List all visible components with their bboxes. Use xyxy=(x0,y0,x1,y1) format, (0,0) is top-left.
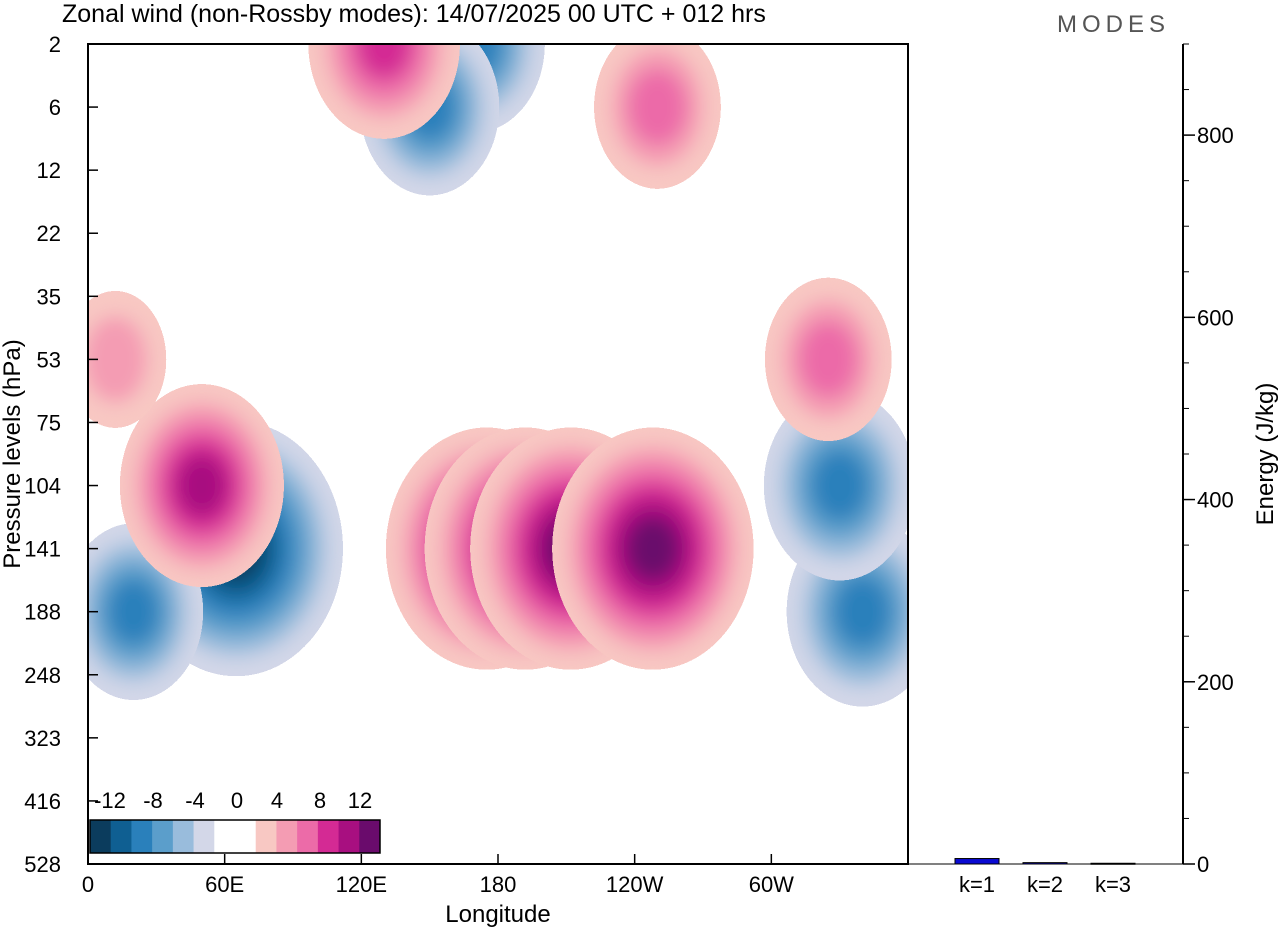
y-tick-label: 35 xyxy=(37,284,61,309)
x-tick-label: 60W xyxy=(749,872,794,897)
colorbar-swatch xyxy=(338,820,360,853)
colorbar-swatch xyxy=(214,820,236,853)
energy-tick-label: 600 xyxy=(1197,305,1234,330)
colorbar-label: -4 xyxy=(185,788,205,813)
brand-logo: MODES xyxy=(1057,11,1170,38)
westerly-anomaly xyxy=(310,44,458,138)
x-tick-label: 180 xyxy=(480,872,517,897)
colorbar-label: -12 xyxy=(94,788,126,813)
y-tick-label: 2 xyxy=(49,32,61,57)
energy-bar xyxy=(1090,862,1136,865)
colorbar-label: 12 xyxy=(348,788,372,813)
y-tick-label: 12 xyxy=(37,158,61,183)
y-axis: 2 6 12 22 35 53 75 104 141 188 248 323 416 528 xyxy=(24,32,98,877)
energy-bar xyxy=(954,858,1000,865)
heatmap-field xyxy=(88,44,908,705)
contour-band xyxy=(799,321,858,398)
energy-bar xyxy=(1022,862,1068,865)
colorbar-swatch xyxy=(90,820,112,853)
y-axis-title: Pressure levels (hPa) xyxy=(0,339,26,568)
energy-tick-label: 400 xyxy=(1197,488,1234,513)
colorbar-swatch xyxy=(297,820,319,853)
x-tick-label: 120W xyxy=(606,872,664,897)
heatmap-panel: 2 6 12 22 35 53 75 104 141 188 248 323 416 528 0 60E 12… xyxy=(0,32,909,928)
x-tick-label: 0 xyxy=(82,872,94,897)
contour-band xyxy=(177,454,227,517)
y-tick-label: 528 xyxy=(24,852,61,877)
colorbar: -12 -8 -4 0 4 8 12 xyxy=(89,788,381,854)
colorbar-label: 0 xyxy=(231,788,243,813)
contour-band xyxy=(834,576,891,647)
x-tick-label: 120E xyxy=(336,872,387,897)
colorbar-swatch xyxy=(172,820,195,853)
y-tick-label: 75 xyxy=(37,410,61,435)
x-axis-title: Longitude xyxy=(445,901,550,928)
chart-title: Zonal wind (non-Rossby modes): 14/07/202… xyxy=(62,0,766,28)
energy-tick-label: 200 xyxy=(1197,670,1234,695)
y-tick-label: 248 xyxy=(24,663,61,688)
y-tick-label: 141 xyxy=(24,537,61,562)
y-tick-label: 104 xyxy=(24,474,61,499)
colorbar-label: 4 xyxy=(271,788,283,813)
energy-category-label: k=2 xyxy=(1027,872,1063,897)
contour-band xyxy=(356,44,412,79)
y-tick-label: 188 xyxy=(24,600,61,625)
y-tick-label: 6 xyxy=(49,95,61,120)
x-axis: 0 60E 120E 180 120W 60W xyxy=(82,854,794,897)
colorbar-swatch xyxy=(110,820,132,853)
colorbar-label: -8 xyxy=(143,788,163,813)
y-tick-label: 323 xyxy=(24,726,61,751)
colorbar-frame xyxy=(89,819,381,854)
westerly-anomaly xyxy=(766,279,890,440)
colorbar-swatch xyxy=(359,820,381,853)
energy-category-label: k=1 xyxy=(959,872,995,897)
energy-category-label: k=3 xyxy=(1095,872,1131,897)
energy-y-axis: 0 200 400 600 800 xyxy=(1183,43,1234,877)
westerly-anomaly xyxy=(121,385,282,586)
energy-axis-title: Energy (J/kg) xyxy=(1252,383,1279,526)
energy-tick-label: 0 xyxy=(1197,852,1209,877)
westerly-anomaly xyxy=(88,292,165,427)
energy-bar-panel: 0 200 400 600 800 k=1 k=2 k=3 Energy (J/kg) xyxy=(908,43,1279,897)
colorbar-swatch xyxy=(317,820,340,853)
y-tick-label: 53 xyxy=(37,347,61,372)
colorbar-swatch xyxy=(235,820,257,853)
colorbar-swatch xyxy=(152,820,174,853)
energy-x-axis: k=1 k=2 k=3 xyxy=(959,872,1131,897)
westerly-anomaly xyxy=(596,44,719,188)
y-tick-label: 416 xyxy=(24,789,61,814)
energy-tick-label: 800 xyxy=(1197,123,1234,148)
colorbar-swatch xyxy=(193,820,215,853)
easterly-anomaly xyxy=(765,392,908,579)
contour-band xyxy=(88,316,147,403)
y-tick-label: 22 xyxy=(37,221,61,246)
colorbar-swatch xyxy=(255,820,277,853)
westerly-anomaly xyxy=(554,429,752,668)
contour-band xyxy=(811,450,868,521)
contour-band xyxy=(108,579,159,645)
colorbar-label: 8 xyxy=(314,788,326,813)
contour-band xyxy=(628,69,687,146)
contour-band xyxy=(626,517,679,581)
x-tick-label: 60E xyxy=(205,872,244,897)
energy-bars xyxy=(954,858,1136,865)
colorbar-swatch xyxy=(131,820,153,853)
colorbar-swatch xyxy=(276,820,298,853)
